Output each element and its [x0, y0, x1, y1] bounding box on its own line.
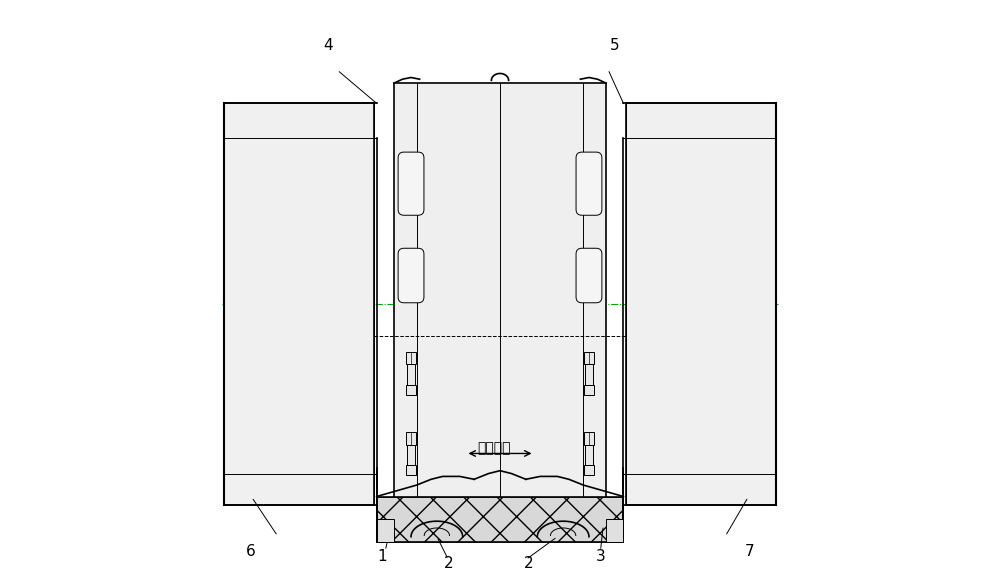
Bar: [406, 352, 416, 364]
Bar: [585, 364, 593, 385]
Bar: [406, 385, 416, 395]
Bar: [406, 465, 416, 475]
Text: 1: 1: [378, 549, 387, 564]
Bar: [407, 364, 415, 385]
Bar: [407, 445, 415, 465]
Text: 补偿间隙: 补偿间隙: [478, 441, 511, 455]
Bar: [377, 497, 623, 542]
FancyBboxPatch shape: [398, 152, 424, 215]
Bar: [377, 519, 394, 542]
Bar: [585, 445, 593, 465]
Bar: [584, 352, 594, 364]
FancyBboxPatch shape: [398, 248, 424, 303]
Bar: [584, 385, 594, 395]
Bar: [394, 83, 606, 505]
Text: 2: 2: [524, 556, 534, 571]
Text: 2: 2: [444, 556, 453, 571]
FancyBboxPatch shape: [576, 152, 602, 215]
Bar: [606, 519, 623, 542]
Bar: [584, 432, 594, 445]
Bar: [626, 103, 776, 505]
Text: 6: 6: [245, 544, 255, 559]
Text: 3: 3: [596, 549, 605, 564]
Text: 5: 5: [610, 38, 620, 53]
Text: 4: 4: [323, 38, 333, 53]
Text: 7: 7: [745, 544, 755, 559]
Bar: [224, 103, 374, 505]
Bar: [377, 497, 623, 542]
FancyBboxPatch shape: [576, 248, 602, 303]
Bar: [406, 432, 416, 445]
Bar: [584, 465, 594, 475]
